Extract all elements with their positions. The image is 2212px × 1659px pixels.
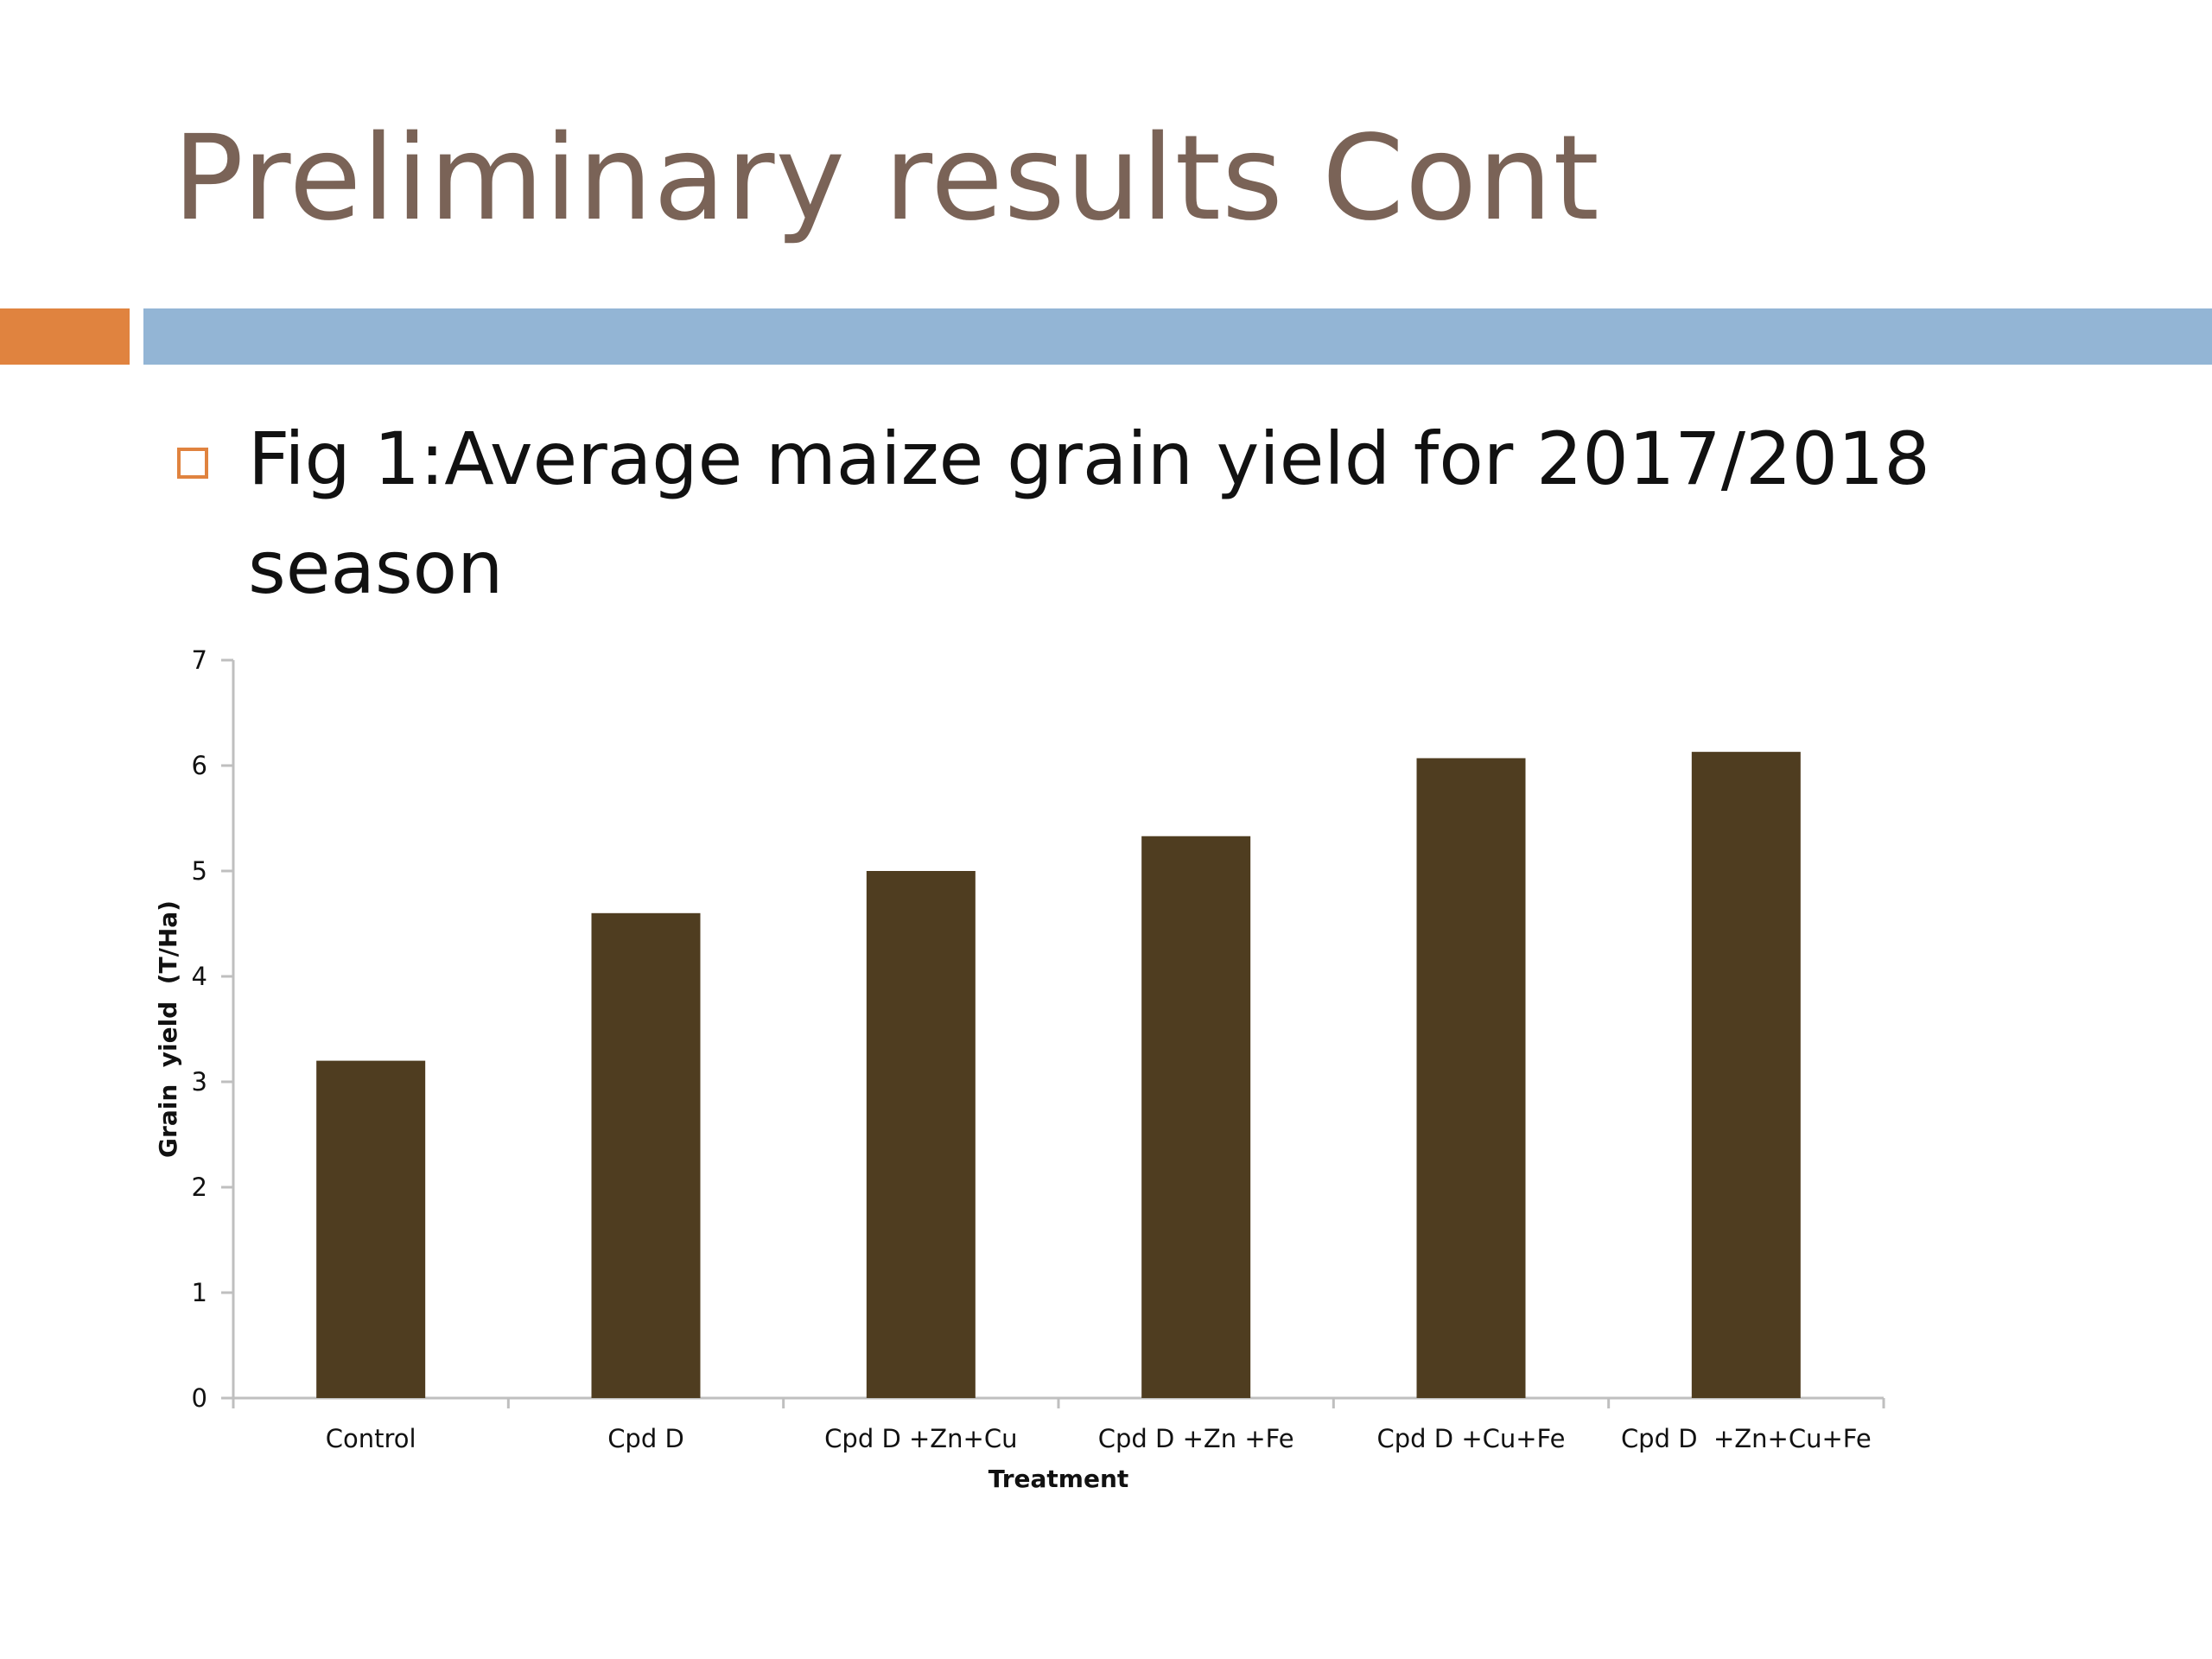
x-tick-label: Cpd D xyxy=(607,1424,684,1453)
y-tick-label: 7 xyxy=(192,645,207,675)
x-tick-label: Cpd D +Cu+Fe xyxy=(1377,1424,1566,1453)
y-tick-label: 6 xyxy=(192,751,207,780)
axis-labels: Treatment Grain yield (T/Ha) xyxy=(154,900,1128,1493)
x-tick-label: Control xyxy=(326,1424,416,1453)
y-axis-title: Grain yield (T/Ha) xyxy=(154,900,182,1158)
bar xyxy=(591,912,701,1398)
x-tick-label: Cpd D +Zn+Cu+Fe xyxy=(1621,1424,1872,1453)
bar xyxy=(1691,752,1801,1398)
y-tick-label: 1 xyxy=(192,1278,207,1307)
y-tick-label: 4 xyxy=(192,962,207,991)
bar xyxy=(866,871,976,1398)
bars xyxy=(316,752,1801,1398)
accent-bar-orange xyxy=(0,308,130,365)
x-tick-label: Cpd D +Zn+Cu xyxy=(824,1424,1017,1453)
y-axis: 0 1 2 3 4 5 6 7 xyxy=(192,645,235,1413)
y-tick-label: 0 xyxy=(192,1383,207,1413)
x-axis: Control Cpd D Cpd D +Zn+Cu Cpd D +Zn +Fe Cpd… xyxy=(232,1396,1885,1453)
y-tick-label: 2 xyxy=(192,1173,207,1202)
slide-title: Preliminary results Cont xyxy=(173,111,1600,247)
hollow-square-bullet-icon xyxy=(177,448,208,479)
bar xyxy=(316,1060,426,1398)
bar xyxy=(1141,836,1251,1398)
y-tick-label: 5 xyxy=(192,856,207,886)
y-tick-label: 3 xyxy=(192,1067,207,1096)
figure-caption: Fig 1:Average maize grain yield for 2017… xyxy=(248,416,1930,610)
accent-bar-blue xyxy=(143,308,2212,365)
x-tick-label: Cpd D +Zn +Fe xyxy=(1098,1424,1294,1453)
x-axis-title: Treatment xyxy=(988,1465,1129,1493)
bar xyxy=(1416,758,1526,1398)
